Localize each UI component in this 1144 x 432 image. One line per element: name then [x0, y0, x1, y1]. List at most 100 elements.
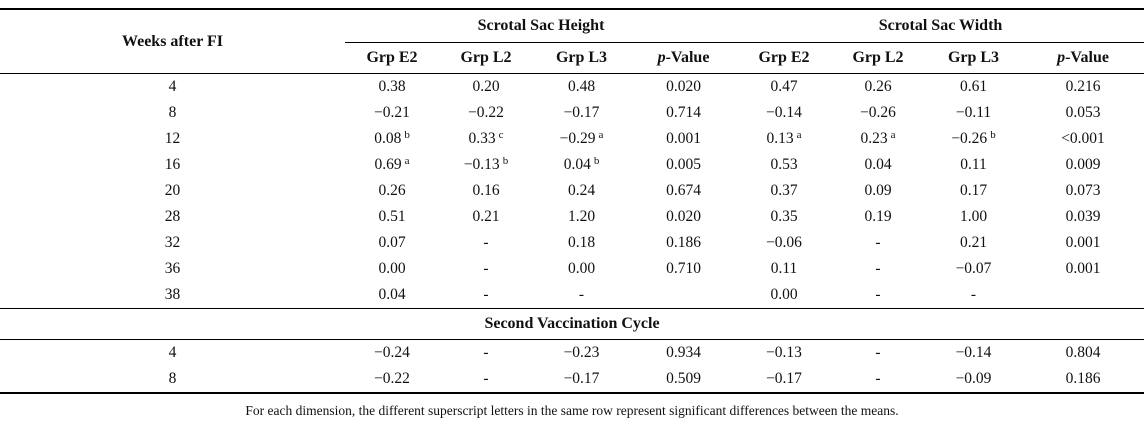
second-cycle-rows: 4 −0.24 - −0.23 0.934 −0.13 - −0.14 0.804 8 −0.22 -… [0, 340, 1144, 394]
value-cell: - [875, 286, 881, 304]
value-cell: 0.26 [864, 78, 892, 96]
value-cell: 0.09 [864, 182, 892, 200]
cell-value: −0.29 [559, 130, 596, 148]
value-cell: 0.69 a [345, 152, 439, 178]
value-cell: <0.001 [1061, 130, 1105, 148]
week-cell: 8 [168, 370, 177, 388]
value-cell: 0.04 [378, 286, 406, 304]
value-cell: 0.04 [864, 156, 892, 174]
superscript-letter: a [796, 129, 802, 142]
value-cell: 0.009 [1065, 156, 1101, 174]
subheader-row: Grp E2 Grp L2 Grp L3 p-Value Grp E2 Grp … [0, 42, 1144, 74]
cell-value: 0.04 [563, 156, 591, 174]
table-row: 8 −0.21 −0.22 −0.17 0.714 −0.14 −0.26 −0.11 0.05… [0, 100, 1144, 126]
value-cell: 0.35 [770, 208, 798, 226]
value-cell: 0.216 [1065, 78, 1101, 96]
value-cell: 0.24 [567, 182, 596, 200]
value-cell: −0.21 [374, 104, 410, 122]
value-cell: - [578, 286, 585, 304]
section-divider: Second Vaccination Cycle [0, 308, 1144, 340]
table-row: 36 0.00 - 0.00 0.710 0.11 - −0.07 0.001 [0, 256, 1144, 282]
value-cell: 0.001 [1065, 260, 1101, 278]
value-cell: 0.005 [666, 156, 701, 174]
value-cell: 0.509 [666, 370, 701, 388]
cell-value: 0.13 [766, 130, 794, 148]
table-row: 32 0.07 - 0.18 0.186 −0.06 - 0.21 0.001 [0, 230, 1144, 256]
table-row: 28 0.51 0.21 1.20 0.020 0.35 0.19 1.00 0.039 [0, 204, 1144, 230]
col-header-height-p-value: p-Value [630, 42, 737, 74]
week-column-header: Weeks after FI [0, 9, 345, 74]
value-cell: −0.13 b [439, 152, 533, 178]
table-row: 38 0.04 - - 0.00 - - [0, 282, 1144, 309]
week-cell: 4 [168, 344, 177, 362]
value-cell: 0.47 [770, 78, 798, 96]
value-cell: −0.22 [374, 370, 410, 388]
value-cell: −0.11 [955, 104, 992, 122]
value-cell: −0.22 [468, 104, 504, 122]
table-row: 20 0.26 0.16 0.24 0.674 0.37 0.09 0.17 0.073 [0, 178, 1144, 204]
value-cell: 0.04 b [533, 152, 630, 178]
value-cell: −0.29 a [533, 126, 630, 152]
superscript-letter: b [502, 155, 509, 168]
value-cell: −0.17 [766, 370, 802, 388]
value-cell: 0.934 [666, 344, 701, 362]
value-cell [1022, 282, 1144, 309]
value-cell: −0.14 [955, 344, 992, 362]
value-cell: −0.23 [563, 344, 600, 362]
table-row: 8 −0.22 - −0.17 0.509 −0.17 - −0.09 0.186 [0, 366, 1144, 393]
value-cell: 0.26 [378, 182, 406, 200]
value-cell: 0.186 [1065, 370, 1101, 388]
table-row: 12 0.08 b 0.33 c −0.29 a 0.001 0.13 a 0.23 a −0.26 b <… [0, 126, 1144, 152]
value-cell: 0.020 [666, 78, 701, 96]
col-header-width-grp-l3: Grp L3 [925, 42, 1022, 74]
value-cell: 0.020 [666, 208, 701, 226]
value-cell: - [483, 234, 489, 252]
results-table: Weeks after FI Scrotal Sac Height Scrota… [0, 8, 1144, 394]
col-header-width-p-value: p-Value [1022, 42, 1144, 74]
week-cell: 8 [168, 104, 177, 122]
value-cell: 0.13 a [737, 126, 831, 152]
cell-value: 0.23 [860, 130, 888, 148]
value-cell: −0.24 [374, 344, 410, 362]
value-cell: 0.714 [666, 104, 701, 122]
spanner-scrotal-sac-height: Scrotal Sac Height [345, 9, 737, 43]
value-cell: 1.00 [959, 208, 988, 226]
value-cell: 0.16 [472, 182, 500, 200]
week-cell: 36 [164, 260, 181, 278]
value-cell: 0.21 [472, 208, 500, 226]
superscript-letter: a [404, 155, 410, 168]
week-cell: 16 [164, 156, 181, 174]
value-cell: - [875, 344, 881, 362]
table-row: 16 0.69 a −0.13 b 0.04 b 0.005 0.53 0.04 0.11 0.009 [0, 152, 1144, 178]
week-cell: 12 [164, 130, 181, 148]
value-cell: 0.186 [666, 234, 701, 252]
section-label: Second Vaccination Cycle [0, 308, 1144, 340]
value-cell: - [483, 286, 489, 304]
col-header-width-grp-e2: Grp E2 [737, 42, 831, 74]
value-cell: −0.13 [766, 344, 802, 362]
cell-value: 0.33 [468, 130, 496, 148]
value-cell: 0.37 [770, 182, 798, 200]
value-cell: 0.51 [378, 208, 406, 226]
value-cell: 0.00 [567, 260, 596, 278]
week-cell: 28 [164, 208, 181, 226]
value-cell: 0.53 [770, 156, 798, 174]
value-cell: −0.17 [563, 104, 600, 122]
col-header-height-grp-e2: Grp E2 [345, 42, 439, 74]
value-cell: 0.674 [666, 182, 701, 200]
value-cell: 0.11 [770, 260, 798, 278]
value-cell: −0.09 [955, 370, 992, 388]
value-cell: 0.00 [770, 286, 798, 304]
value-cell: −0.26 [860, 104, 896, 122]
table-row: 4 0.38 0.20 0.48 0.020 0.47 0.26 0.61 0.216 [0, 74, 1144, 101]
value-cell: 0.17 [959, 182, 988, 200]
superscript-letter: b [593, 155, 600, 168]
col-header-height-grp-l2: Grp L2 [439, 42, 533, 74]
superscript-letter: c [498, 129, 504, 142]
value-cell: 0.710 [666, 260, 701, 278]
week-cell: 4 [168, 78, 177, 96]
first-cycle-rows: 4 0.38 0.20 0.48 0.020 0.47 0.26 0.61 0.216 8 −0.2… [0, 74, 1144, 309]
superscript-letter: a [598, 129, 604, 142]
value-cell: - [483, 260, 489, 278]
